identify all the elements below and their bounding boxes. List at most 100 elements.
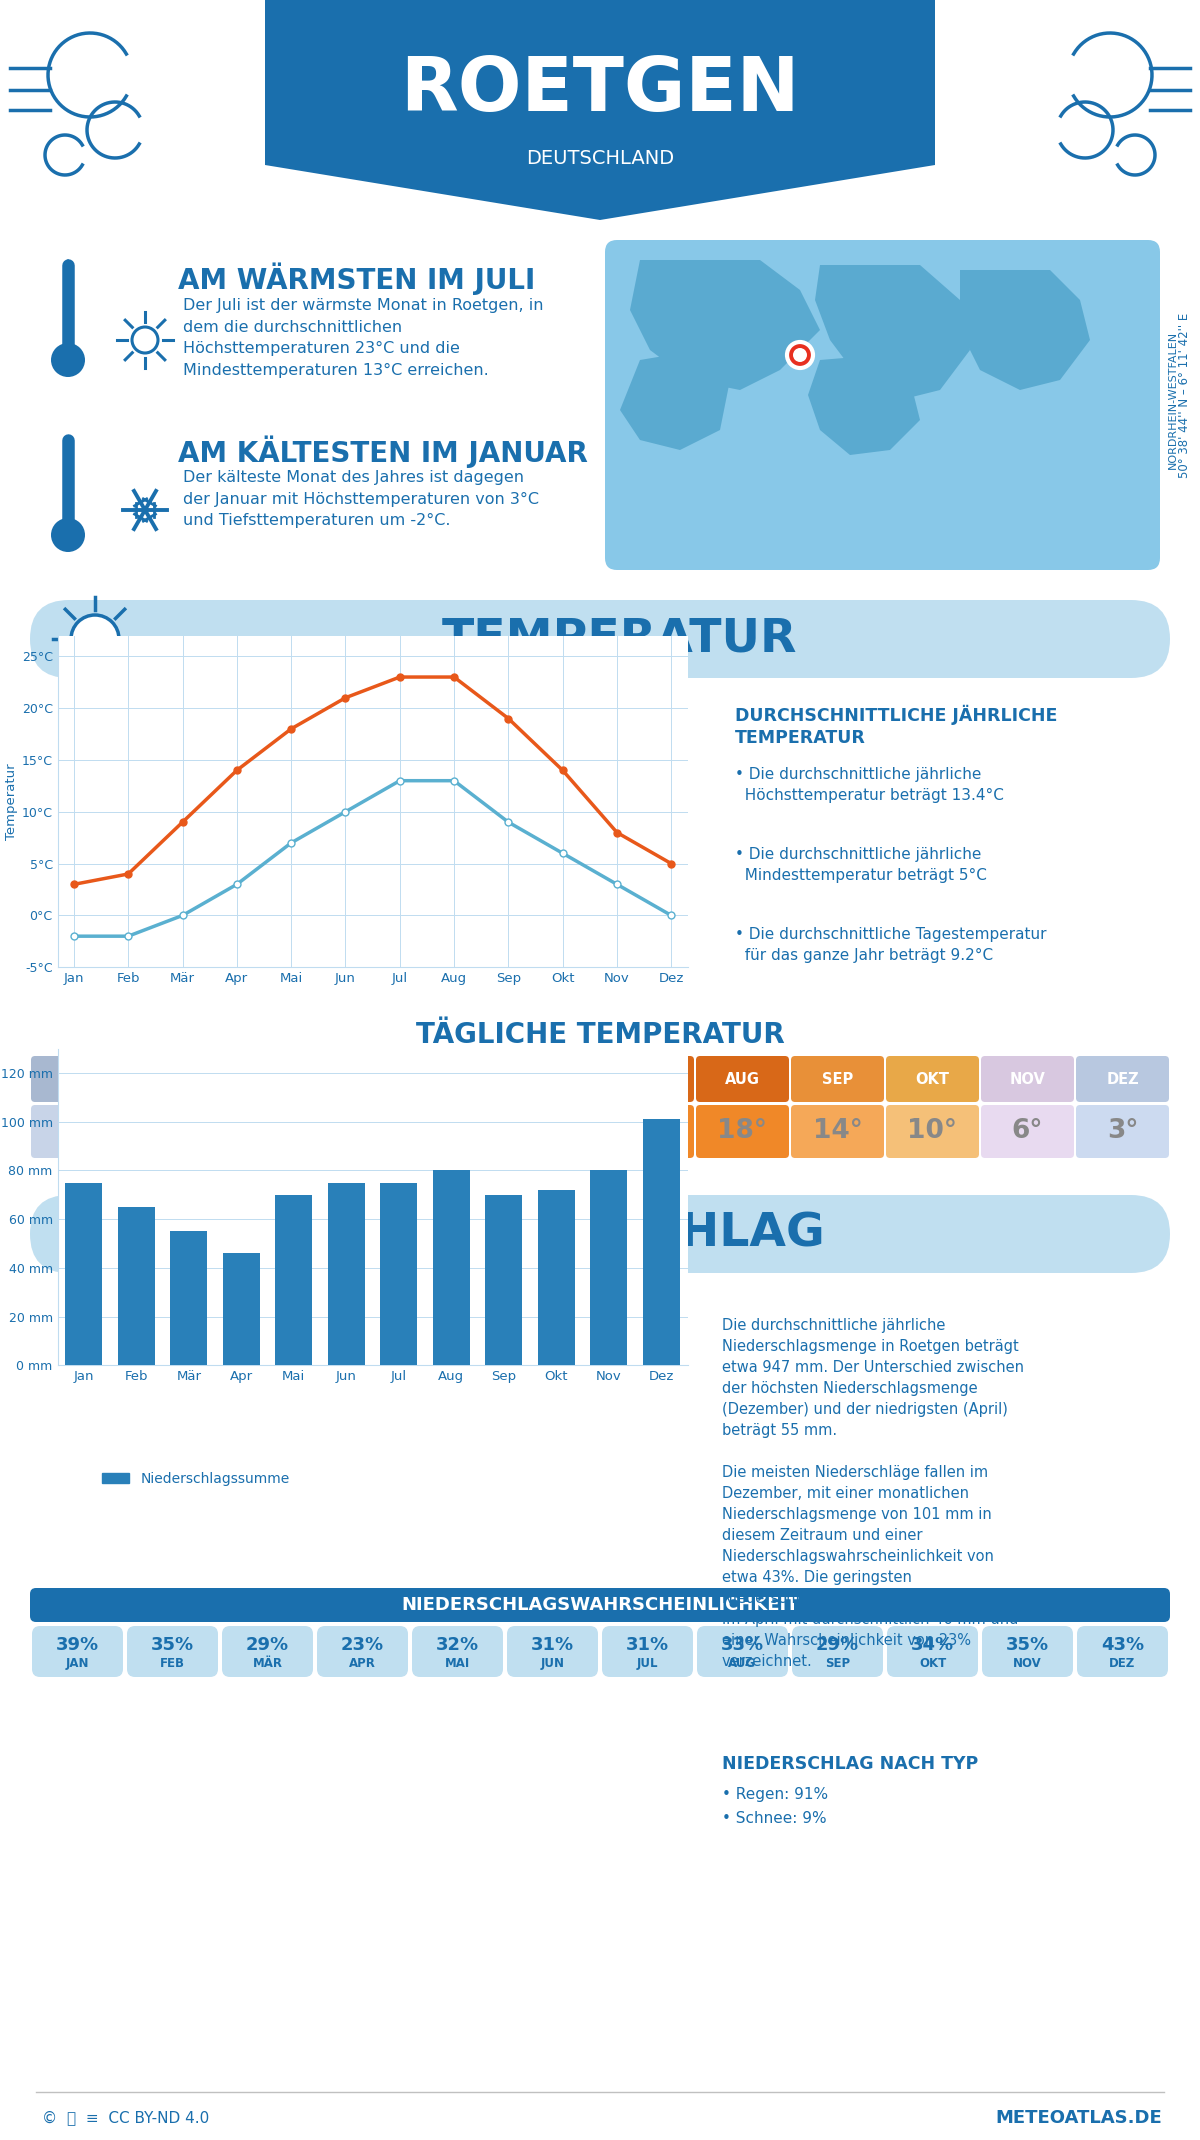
Text: AUG: AUG (728, 1656, 756, 1669)
Text: 29%: 29% (246, 1637, 289, 1654)
Text: 16°: 16° (528, 1117, 577, 1143)
Text: 31%: 31% (530, 1637, 574, 1654)
FancyBboxPatch shape (410, 1104, 504, 1158)
Text: 18°: 18° (718, 1117, 768, 1143)
Bar (223, 1254, 259, 1365)
Text: • Die durchschnittliche Tagestemperatur
  für das ganze Jahr beträgt 9.2°C: • Die durchschnittliche Tagestemperatur … (734, 927, 1046, 963)
Text: 33%: 33% (721, 1637, 764, 1654)
Text: 1°: 1° (61, 1117, 94, 1143)
Text: 18°: 18° (623, 1117, 672, 1143)
Text: NIEDERSCHLAG: NIEDERSCHLAG (414, 1211, 826, 1256)
Bar (538, 1190, 575, 1365)
Legend: Niederschlagssumme: Niederschlagssumme (96, 1466, 295, 1492)
Bar (328, 1183, 365, 1365)
Circle shape (787, 342, 814, 368)
Text: 31%: 31% (626, 1637, 670, 1654)
Text: DEZ: DEZ (1109, 1656, 1135, 1669)
Text: 12°: 12° (432, 1117, 482, 1143)
Text: 50° 38' 44'' N – 6° 11' 42'' E: 50° 38' 44'' N – 6° 11' 42'' E (1178, 312, 1192, 477)
FancyBboxPatch shape (887, 1626, 978, 1678)
Text: 35%: 35% (1006, 1637, 1049, 1654)
Polygon shape (815, 265, 970, 400)
Text: • Schnee: 9%: • Schnee: 9% (722, 1810, 827, 1825)
Text: FEB: FEB (157, 1072, 188, 1087)
Text: 35%: 35% (151, 1637, 194, 1654)
Polygon shape (265, 0, 935, 220)
Text: 23%: 23% (341, 1637, 384, 1654)
FancyBboxPatch shape (696, 1104, 790, 1158)
Text: • Die durchschnittliche jährliche
  Höchsttemperatur beträgt 13.4°C: • Die durchschnittliche jährliche Höchst… (734, 766, 1004, 802)
FancyBboxPatch shape (412, 1626, 503, 1678)
Text: Der kälteste Monat des Jahres ist dagegen
der Januar mit Höchsttemperaturen von : Der kälteste Monat des Jahres ist dagege… (182, 471, 539, 529)
Text: OKT: OKT (919, 1656, 946, 1669)
Polygon shape (630, 259, 820, 389)
FancyBboxPatch shape (791, 1055, 884, 1102)
Circle shape (793, 349, 808, 362)
Text: NIEDERSCHLAG NACH TYP: NIEDERSCHLAG NACH TYP (722, 1755, 978, 1774)
Text: OKT: OKT (916, 1072, 949, 1087)
Polygon shape (960, 270, 1090, 389)
Text: APR: APR (346, 1072, 379, 1087)
FancyBboxPatch shape (126, 1055, 220, 1102)
Text: 14°: 14° (812, 1117, 863, 1143)
FancyBboxPatch shape (605, 240, 1160, 569)
FancyBboxPatch shape (127, 1626, 218, 1678)
FancyBboxPatch shape (222, 1626, 313, 1678)
FancyBboxPatch shape (31, 1104, 124, 1158)
Text: 43%: 43% (1100, 1637, 1144, 1654)
Circle shape (50, 518, 85, 552)
FancyBboxPatch shape (221, 1104, 314, 1158)
Text: NIEDERSCHLAGSWAHRSCHEINLICHKEIT: NIEDERSCHLAGSWAHRSCHEINLICHKEIT (401, 1596, 799, 1614)
Text: ©  ⓘ  ≡  CC BY-ND 4.0: © ⓘ ≡ CC BY-ND 4.0 (42, 2110, 209, 2125)
Text: MAI: MAI (445, 1656, 470, 1669)
Text: DEZ: DEZ (1106, 1072, 1139, 1087)
Text: 3°: 3° (1106, 1117, 1139, 1143)
Y-axis label: Temperatur: Temperatur (5, 764, 18, 839)
Polygon shape (620, 351, 730, 449)
Bar (643, 1119, 679, 1365)
FancyBboxPatch shape (30, 599, 1170, 678)
Text: Der Juli ist der wärmste Monat in Roetgen, in
dem die durchschnittlichen
Höchstt: Der Juli ist der wärmste Monat in Roetge… (182, 297, 544, 379)
Text: 6°: 6° (1012, 1117, 1043, 1143)
Bar (118, 1207, 155, 1365)
Text: TEMPERATUR: TEMPERATUR (443, 616, 798, 661)
FancyBboxPatch shape (31, 1055, 124, 1102)
FancyBboxPatch shape (601, 1055, 694, 1102)
FancyBboxPatch shape (221, 1055, 314, 1102)
Text: 29%: 29% (816, 1637, 859, 1654)
FancyBboxPatch shape (792, 1626, 883, 1678)
Circle shape (71, 614, 119, 663)
FancyBboxPatch shape (697, 1626, 788, 1678)
Text: 39%: 39% (56, 1637, 100, 1654)
Text: 1°: 1° (157, 1117, 188, 1143)
Text: JAN: JAN (66, 1656, 89, 1669)
FancyBboxPatch shape (886, 1104, 979, 1158)
Bar (276, 1194, 312, 1365)
Polygon shape (808, 355, 920, 456)
FancyBboxPatch shape (601, 1104, 694, 1158)
Text: ROETGEN: ROETGEN (401, 54, 799, 126)
FancyBboxPatch shape (1078, 1626, 1168, 1678)
FancyBboxPatch shape (316, 1055, 409, 1102)
FancyBboxPatch shape (1076, 1104, 1169, 1158)
Bar (170, 1230, 208, 1365)
FancyBboxPatch shape (30, 1194, 1170, 1273)
Text: MÄR: MÄR (248, 1072, 286, 1087)
Text: DURCHSCHNITTLICHE JÄHRLICHE
TEMPERATUR: DURCHSCHNITTLICHE JÄHRLICHE TEMPERATUR (734, 704, 1057, 747)
Legend: Maximale Temperatur, Minimale Temperatur: Maximale Temperatur, Minimale Temperatur (139, 1068, 556, 1094)
FancyBboxPatch shape (982, 1104, 1074, 1158)
Text: • Regen: 91%: • Regen: 91% (722, 1787, 828, 1802)
FancyBboxPatch shape (126, 1104, 220, 1158)
Text: JUL: JUL (634, 1072, 661, 1087)
FancyBboxPatch shape (602, 1626, 694, 1678)
Text: APR: APR (349, 1656, 376, 1669)
Circle shape (132, 327, 158, 353)
Text: SEP: SEP (822, 1072, 853, 1087)
Text: JAN: JAN (62, 1072, 92, 1087)
FancyBboxPatch shape (982, 1626, 1073, 1678)
Text: Die durchschnittliche jährliche
Niederschlagsmenge in Roetgen beträgt
etwa 947 m: Die durchschnittliche jährliche Niedersc… (722, 1318, 1024, 1669)
Text: MÄR: MÄR (252, 1656, 282, 1669)
Bar (433, 1171, 469, 1365)
FancyBboxPatch shape (32, 1626, 124, 1678)
FancyBboxPatch shape (696, 1055, 790, 1102)
